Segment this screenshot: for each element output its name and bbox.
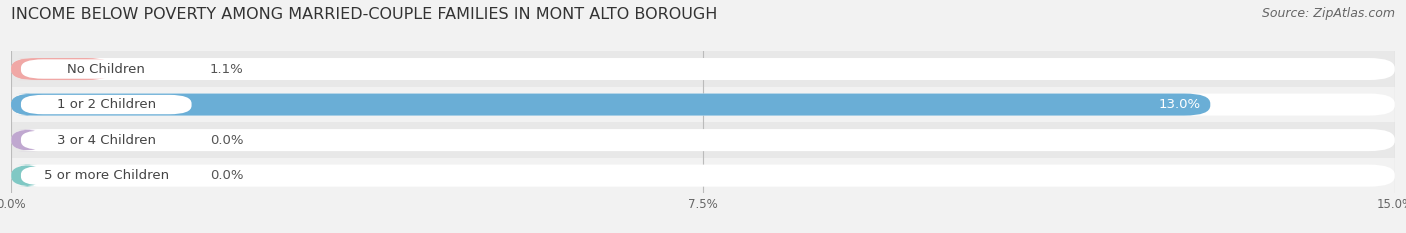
Text: 3 or 4 Children: 3 or 4 Children xyxy=(56,134,156,147)
FancyBboxPatch shape xyxy=(11,93,1395,116)
FancyBboxPatch shape xyxy=(21,166,191,185)
Text: 13.0%: 13.0% xyxy=(1159,98,1201,111)
Text: Source: ZipAtlas.com: Source: ZipAtlas.com xyxy=(1261,7,1395,20)
Text: 1.1%: 1.1% xyxy=(209,62,243,75)
Text: No Children: No Children xyxy=(67,62,145,75)
Text: 5 or more Children: 5 or more Children xyxy=(44,169,169,182)
FancyBboxPatch shape xyxy=(11,58,1395,80)
FancyBboxPatch shape xyxy=(11,87,1395,122)
FancyBboxPatch shape xyxy=(11,51,1395,87)
FancyBboxPatch shape xyxy=(11,93,44,116)
FancyBboxPatch shape xyxy=(11,129,44,151)
FancyBboxPatch shape xyxy=(21,59,191,79)
FancyBboxPatch shape xyxy=(21,95,191,114)
Text: 0.0%: 0.0% xyxy=(209,134,243,147)
FancyBboxPatch shape xyxy=(11,58,44,80)
Text: 0.0%: 0.0% xyxy=(209,169,243,182)
FancyBboxPatch shape xyxy=(11,158,1395,193)
FancyBboxPatch shape xyxy=(11,122,1395,158)
FancyBboxPatch shape xyxy=(11,129,1395,151)
FancyBboxPatch shape xyxy=(11,58,112,80)
FancyBboxPatch shape xyxy=(11,164,44,187)
Text: 1 or 2 Children: 1 or 2 Children xyxy=(56,98,156,111)
FancyBboxPatch shape xyxy=(11,164,1395,187)
FancyBboxPatch shape xyxy=(11,93,1211,116)
FancyBboxPatch shape xyxy=(21,130,191,150)
Text: INCOME BELOW POVERTY AMONG MARRIED-COUPLE FAMILIES IN MONT ALTO BOROUGH: INCOME BELOW POVERTY AMONG MARRIED-COUPL… xyxy=(11,7,717,22)
